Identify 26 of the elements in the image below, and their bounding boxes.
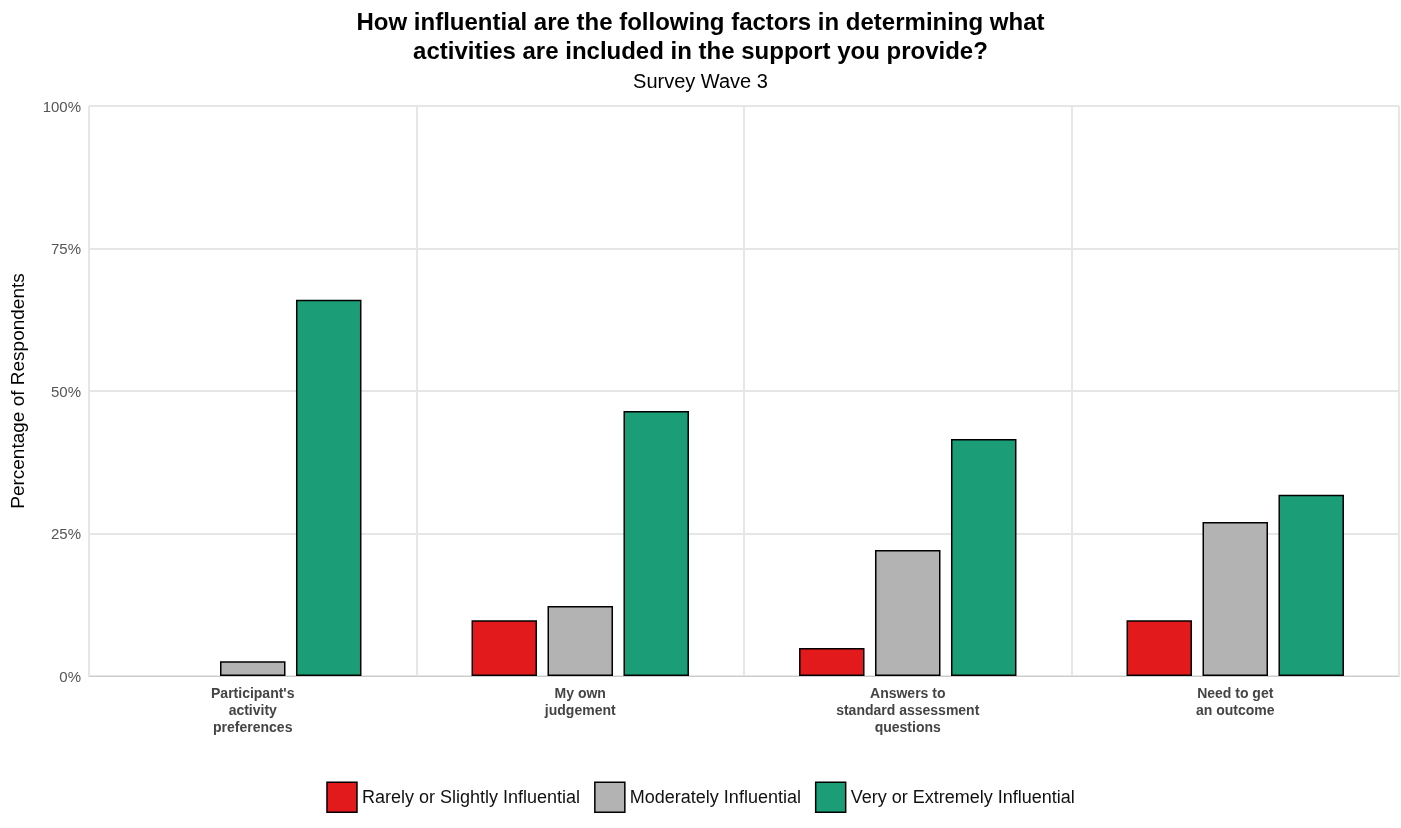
chart-subtitle: Survey Wave 3 bbox=[633, 70, 768, 92]
bar bbox=[220, 661, 286, 676]
y-tick-label: 100% bbox=[42, 97, 81, 115]
bar bbox=[799, 648, 865, 676]
chart-title: How influential are the following factors in determining what activities are included in the support you provide? bbox=[356, 8, 1045, 64]
x-tick-label: My own judgement bbox=[543, 684, 616, 718]
x-tick-label: Participant's activity preferences bbox=[211, 684, 295, 735]
x-tick-label: Answers to standard assessment questions bbox=[836, 684, 980, 735]
y-tick-label: 0% bbox=[59, 667, 81, 685]
bar bbox=[1202, 522, 1268, 676]
bar bbox=[623, 410, 689, 676]
bar bbox=[471, 620, 538, 676]
x-tick-label: Need to get an outcome bbox=[1195, 684, 1275, 718]
bar bbox=[1278, 494, 1344, 676]
legend-label: Rarely or Slightly Influential bbox=[361, 787, 581, 808]
bar bbox=[950, 438, 1017, 676]
y-tick-label: 75% bbox=[50, 240, 81, 257]
legend-label: Moderately Influential bbox=[629, 787, 801, 808]
y-axis-title: Percentage of Respondents bbox=[7, 273, 28, 509]
legend-label: Very or Extremely Influential bbox=[850, 787, 1075, 808]
y-tick-label: 25% bbox=[50, 525, 81, 542]
bar bbox=[875, 550, 941, 676]
bar bbox=[547, 605, 613, 676]
y-tick-label: 50% bbox=[50, 382, 81, 400]
bar bbox=[295, 299, 362, 676]
bar bbox=[1126, 620, 1193, 676]
